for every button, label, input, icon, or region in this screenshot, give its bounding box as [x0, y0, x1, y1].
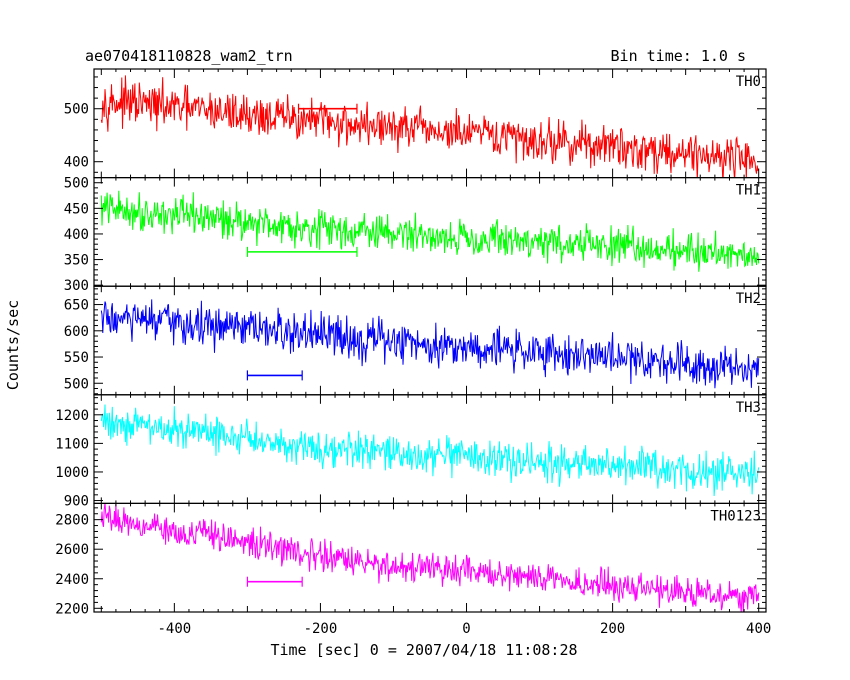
- y-tick-label: 900: [64, 494, 89, 510]
- panel-label-th0: TH0: [736, 74, 761, 90]
- y-tick-label: 1000: [55, 465, 89, 481]
- panel-label-th2: TH2: [736, 291, 761, 307]
- y-tick-label: 650: [64, 298, 89, 314]
- panel-th0123: 2200 2400 2600 2800 TH0123: [55, 502, 767, 617]
- y-tick-label: 300: [64, 278, 89, 294]
- panel-th1: 300 350 400 450 500 TH1: [64, 176, 767, 294]
- y-tick-label: 500: [64, 102, 89, 118]
- panels: 400 500 TH0 300 350 400 450 500 TH1 500 550 600 650 T…: [55, 68, 767, 617]
- panel-th3: 900 1000 1100 1200 TH3: [55, 394, 767, 510]
- x-axis-title: Time [sec] 0 = 2007/04/18 11:08:28: [270, 641, 577, 659]
- panel-frame: [93, 502, 767, 613]
- y-tick-label: 400: [64, 155, 89, 171]
- panel-label-th3: TH3: [736, 400, 761, 416]
- y-tick-label: 500: [64, 376, 89, 392]
- y-tick-label: 2800: [55, 513, 89, 529]
- y-tick-label: 400: [64, 227, 89, 243]
- series-line-th3: [100, 404, 760, 497]
- y-tick-label: 2400: [55, 572, 89, 588]
- header-right: Bin time: 1.0 s: [611, 47, 746, 65]
- series-line-th2: [100, 299, 760, 389]
- x-tick-label: 400: [746, 621, 771, 637]
- y-axis-title: Counts/sec: [4, 300, 22, 390]
- x-tick-label: -400: [157, 621, 191, 637]
- x-tick-label: 200: [600, 621, 625, 637]
- x-tick-label: -200: [304, 621, 338, 637]
- series-line-th0: [100, 75, 760, 178]
- x-axis: -400 -200 0 200 400: [157, 621, 771, 637]
- y-tick-label: 1100: [55, 436, 89, 452]
- y-tick-label: 600: [64, 324, 89, 340]
- x-tick-label: 0: [462, 621, 470, 637]
- y-tick-label: 2600: [55, 542, 89, 558]
- panel-label-th0123: TH0123: [710, 508, 761, 524]
- series-line-th0123: [100, 503, 760, 612]
- y-tick-label: 550: [64, 350, 89, 366]
- y-tick-label: 450: [64, 201, 89, 217]
- y-tick-label: 500: [64, 176, 89, 192]
- panel-th0: 400 500 TH0: [64, 68, 767, 179]
- y-tick-label: 1200: [55, 408, 89, 424]
- panel-label-th1: TH1: [736, 183, 761, 199]
- panel-th2: 500 550 600 650 TH2: [64, 285, 767, 396]
- y-tick-label: 2200: [55, 601, 89, 617]
- y-tick-label: 350: [64, 253, 89, 269]
- header-left: ae070418110828_wam2_trn: [85, 47, 293, 65]
- series-line-th1: [100, 190, 760, 272]
- panel-frame: [93, 285, 767, 396]
